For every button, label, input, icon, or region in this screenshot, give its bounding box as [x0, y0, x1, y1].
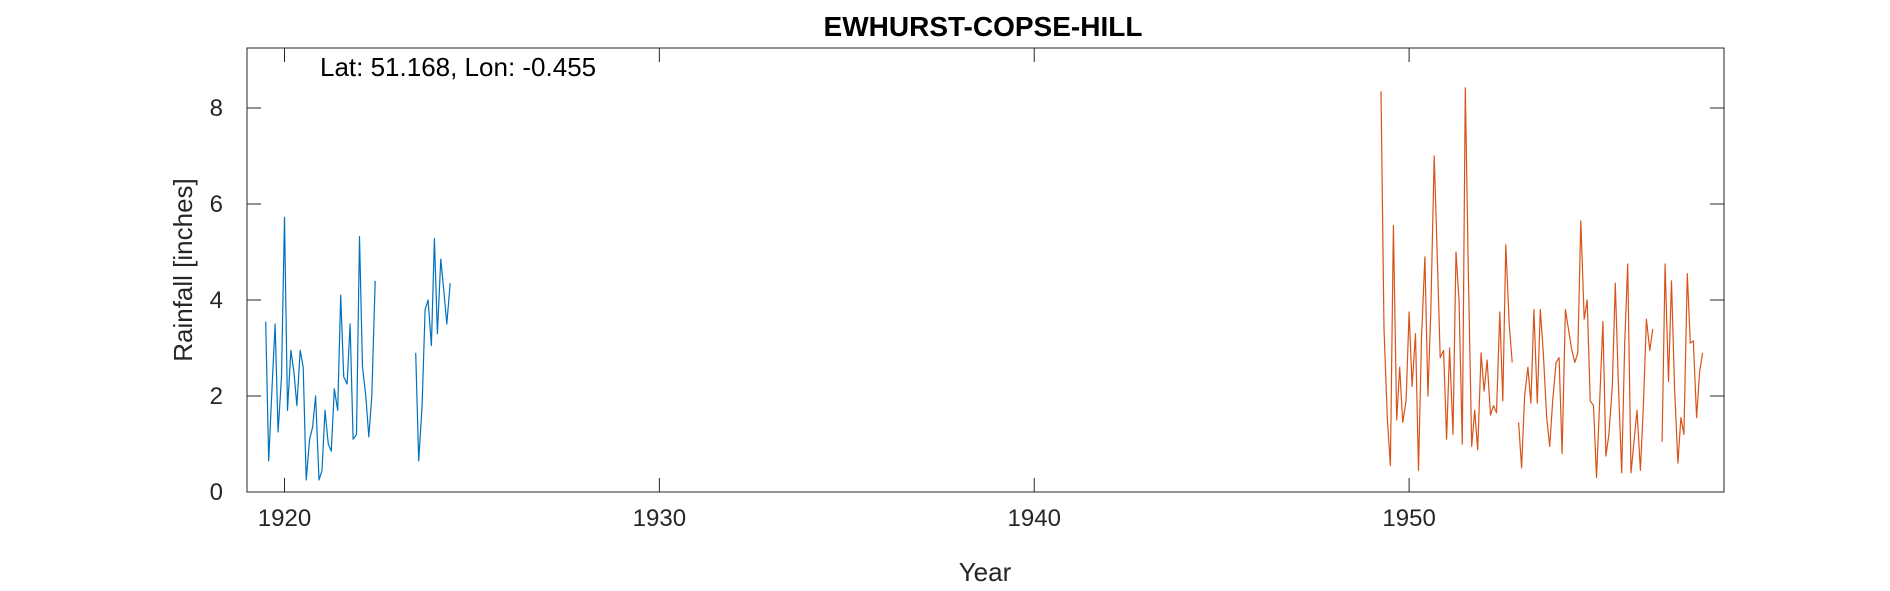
plot-area: 1920 1930 1940 1950 0 2 4 6 8 — [210, 47, 1725, 532]
y-axis-ticks: 0 2 4 6 8 — [210, 95, 1724, 506]
series-2-line-segment-3 — [1661, 263, 1704, 464]
series-1-line-segment-1 — [265, 216, 376, 481]
series-1-line-segment-2 — [415, 238, 451, 462]
y-tick-label: 6 — [210, 191, 223, 218]
y-tick-label: 2 — [210, 383, 223, 410]
location-annotation: Lat: 51.168, Lon: -0.455 — [320, 52, 596, 82]
x-tick-label: 1920 — [258, 505, 311, 532]
series-layer — [265, 87, 1704, 481]
chart-title: EWHURST-COPSE-HILL — [824, 11, 1143, 42]
y-tick-label: 4 — [210, 287, 223, 314]
y-tick-label: 0 — [210, 479, 223, 506]
x-axis-label: Year — [959, 557, 1012, 587]
x-tick-label: 1940 — [1008, 505, 1061, 532]
series-2-line-segment-2 — [1518, 220, 1654, 479]
x-tick-label: 1930 — [633, 505, 686, 532]
plot-frame — [246, 47, 1725, 493]
y-tick-label: 8 — [210, 95, 223, 122]
x-tick-label: 1950 — [1382, 505, 1435, 532]
x-axis-ticks: 1920 1930 1940 1950 — [258, 48, 1436, 532]
series-2-line-segment-1 — [1380, 87, 1513, 471]
y-axis-label: Rainfall [inches] — [168, 178, 198, 362]
